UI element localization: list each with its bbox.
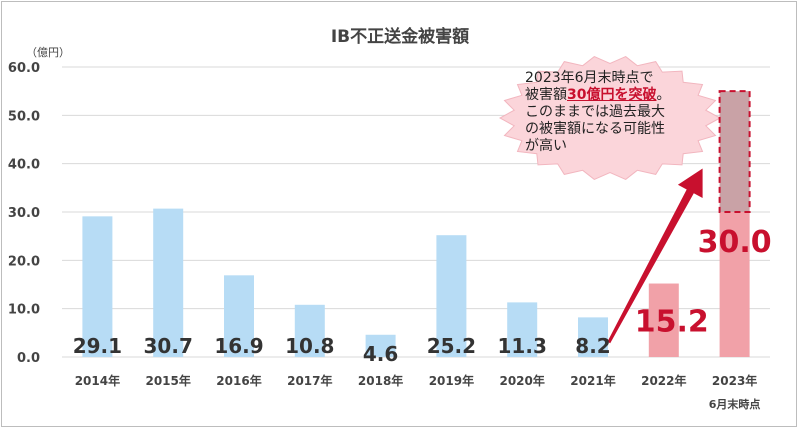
- x-tick-label: 2017年: [287, 373, 332, 388]
- bar-2014年: [82, 216, 113, 357]
- y-tick-label: 60.0: [8, 61, 40, 76]
- callout-emphasis: 30億円を突破: [567, 87, 657, 103]
- y-tick-label: 20.0: [8, 254, 40, 269]
- x-tick-label: 2021年: [570, 373, 615, 388]
- value-label-2023年: 30.0: [698, 225, 772, 260]
- projected-bar-2023: [718, 90, 751, 213]
- y-tick-label: 50.0: [8, 109, 40, 124]
- x-tick-label: 2014年: [75, 373, 120, 388]
- x-tick-sublabel: 6月末時点: [709, 397, 761, 411]
- value-label-2022年: 15.2: [635, 305, 709, 340]
- bar-2023年: [719, 212, 750, 357]
- bar-2015年: [153, 208, 184, 357]
- callout-line-5: が高い: [525, 138, 567, 154]
- x-tick-label: 2022年: [641, 373, 686, 388]
- bar-2019年: [436, 235, 467, 357]
- callout-shape: [498, 56, 722, 180]
- value-label-2017年: 10.8: [285, 334, 334, 358]
- x-tick-label: 2018年: [358, 373, 403, 388]
- callout-text: 2023年6月末時点で 被害額30億円を突破。 このままでは過去最大 の被害額に…: [525, 70, 700, 155]
- y-tick-label: 0.0: [17, 351, 40, 366]
- y-axis-unit-label: （億円）: [26, 46, 70, 59]
- callout-line-2: 被害額30億円を突破。: [525, 87, 700, 104]
- value-label-2021年: 8.2: [575, 334, 610, 358]
- callout-line-2-after: 。: [656, 87, 671, 103]
- y-tick-label: 30.0: [8, 206, 40, 221]
- value-label-2018年: 4.6: [363, 342, 398, 366]
- callout-line-1: 2023年6月末時点で: [525, 70, 654, 86]
- value-label-2014年: 29.1: [73, 334, 122, 358]
- callout-line-2-before: 被害額: [525, 87, 567, 103]
- callout-line-4: の被害額になる可能性: [525, 121, 665, 137]
- x-tick-label: 2015年: [145, 373, 190, 388]
- y-tick-label: 40.0: [8, 158, 40, 173]
- y-tick-label: 10.0: [8, 303, 40, 318]
- bar-2017年: [294, 304, 325, 357]
- value-label-2015年: 30.7: [144, 334, 193, 358]
- bar-2021年: [578, 317, 608, 357]
- callout-line-3: このままでは過去最大: [525, 104, 665, 120]
- x-tick-label: 2016年: [216, 373, 261, 388]
- bar-2020年: [507, 302, 538, 357]
- bar-2018年: [365, 334, 396, 357]
- value-label-2019年: 25.2: [427, 334, 476, 358]
- x-tick-label: 2019年: [429, 373, 474, 388]
- value-label-2016年: 16.9: [214, 334, 263, 358]
- bar-2022年: [648, 283, 679, 357]
- trend-arrow: [607, 168, 703, 344]
- chart-title: IB不正送金被害額: [330, 27, 470, 47]
- x-tick-label: 2020年: [499, 373, 544, 388]
- x-tick-label: 2023年: [712, 373, 757, 388]
- value-label-2020年: 11.3: [498, 334, 547, 358]
- bar-2016年: [224, 275, 254, 357]
